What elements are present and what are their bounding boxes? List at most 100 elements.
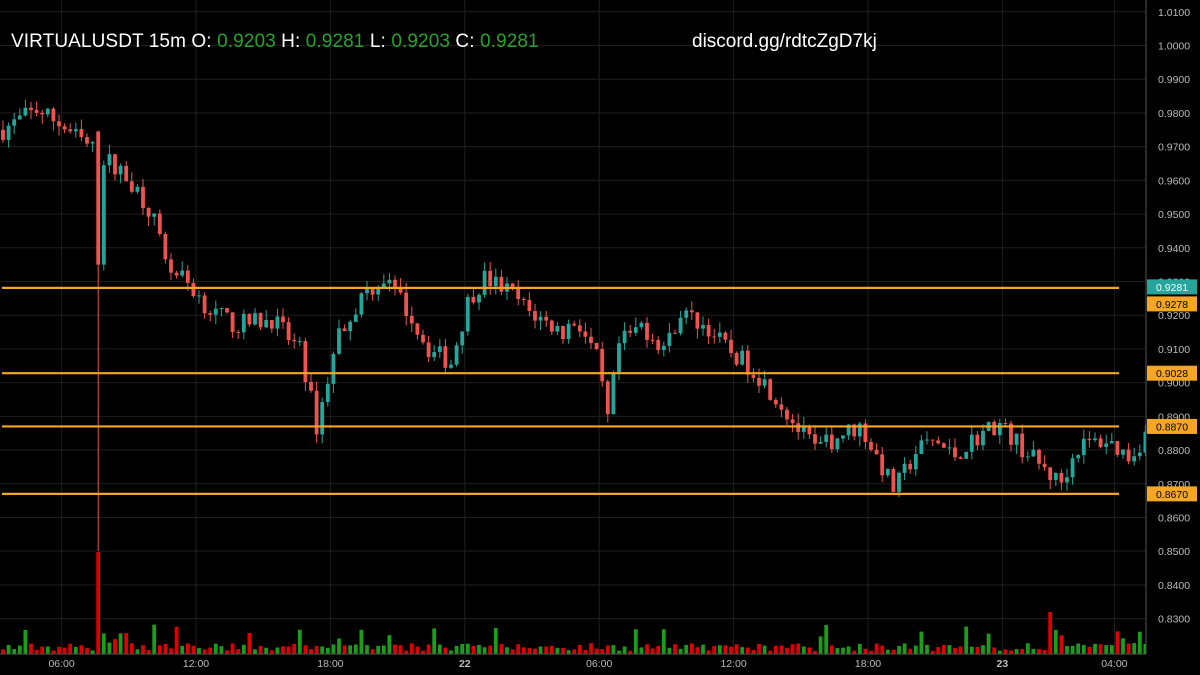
candle-body (790, 419, 795, 424)
volume-bar (964, 626, 969, 654)
candle-body (499, 276, 504, 292)
candle-body (1104, 443, 1109, 447)
candle-body (650, 339, 655, 341)
candle-body (897, 472, 901, 492)
candle-body (863, 423, 868, 443)
volume-bar (561, 647, 565, 654)
volume-bar (477, 644, 481, 654)
candle-body (152, 213, 157, 217)
volume-bar (1115, 631, 1120, 654)
volume-bar (1053, 630, 1058, 654)
volume-bar (902, 643, 907, 654)
volume-bar (432, 628, 437, 654)
volume-bar (751, 649, 756, 654)
candle-body (572, 323, 577, 326)
candle-body (880, 454, 885, 476)
candle-body (197, 295, 201, 297)
volume-bar (40, 646, 45, 654)
y-tick-label: 0.9700 (1158, 142, 1190, 154)
candle-body (1065, 477, 1069, 483)
candle-body (841, 435, 845, 439)
volume-bar (796, 643, 801, 654)
volume-bar (141, 645, 145, 654)
candle-body (1037, 449, 1041, 464)
volume-bar (673, 644, 677, 654)
volume-bar (247, 633, 252, 654)
candle-body (135, 186, 140, 192)
level-price-tag (1147, 486, 1197, 502)
candle-body (477, 294, 481, 303)
volume-bar (376, 645, 381, 654)
volume-bar (594, 648, 599, 654)
candle-body (118, 165, 123, 175)
volume-bar (712, 645, 717, 654)
volume-bar (471, 645, 476, 654)
candle-body (309, 381, 313, 391)
candle-body (981, 430, 985, 446)
candle-body (1059, 472, 1064, 483)
candle-body (997, 422, 1002, 436)
candle-body (639, 322, 644, 328)
x-tick-label: 23 (997, 658, 1009, 670)
candle-body (953, 447, 957, 458)
discord-link[interactable]: discord.gg/rdtcZgD7kj (692, 31, 877, 52)
volume-bar (633, 629, 638, 654)
volume-bar (493, 628, 498, 654)
volume-bar (398, 645, 403, 654)
candle-body (337, 328, 341, 354)
volume-bar (801, 646, 806, 654)
volume-bar (958, 646, 963, 654)
volume-bar (605, 645, 610, 654)
x-tick-label: 06:00 (586, 658, 612, 670)
candle-body (684, 310, 689, 318)
candle-body (768, 379, 773, 400)
volume-bar (549, 645, 554, 654)
y-tick-label: 0.9400 (1158, 243, 1190, 255)
volume-bar (1132, 643, 1137, 654)
candle-body (297, 341, 302, 343)
candle-body (202, 295, 207, 314)
high-label: H: (281, 31, 301, 52)
x-tick-label: 18:00 (855, 658, 881, 670)
volume-bar (320, 646, 325, 654)
volume-bar (566, 650, 571, 654)
candle-body (925, 439, 929, 441)
candle-body (617, 343, 621, 374)
volume-bar (880, 645, 885, 654)
candle-body (107, 154, 112, 166)
candle-body (561, 325, 565, 340)
candle-body (902, 463, 907, 473)
candle-body (331, 353, 336, 384)
volume-bar (443, 647, 448, 654)
volume-bar (745, 647, 750, 654)
volume-bar (773, 645, 778, 654)
candle-body (247, 313, 252, 325)
candle-body (141, 186, 145, 208)
volume-bar (415, 646, 420, 654)
candle-body (600, 349, 605, 382)
price-axis[interactable]: 1.0100 1.0000 0.9900 0.9800 0.9700 0.9600 0.95… (1158, 7, 1190, 626)
candle-body (779, 404, 784, 410)
volume-bar (460, 644, 465, 654)
candle-body (773, 399, 778, 405)
volume-bar (169, 648, 173, 654)
level-price-tag (1147, 418, 1197, 434)
volume-bar (1104, 645, 1109, 654)
candle-body (908, 463, 913, 470)
volume-bar (381, 645, 386, 654)
symbol-label: VIRTUALUSDT 15m (11, 31, 187, 52)
volume-bar (1070, 645, 1075, 654)
volume-bar (936, 647, 941, 654)
time-axis[interactable]: 06:00 12:00 18:00 22 06:00 12:00 18:00 23 04:00 (48, 658, 1127, 670)
candle-body (325, 383, 330, 403)
volume-bar (908, 648, 913, 654)
candle-body (1132, 456, 1137, 462)
volume-bar (779, 645, 784, 654)
candle-body (913, 453, 918, 470)
candle-body (818, 441, 823, 444)
volume-bar (1003, 649, 1008, 654)
candle-body (449, 364, 453, 368)
candle-body (398, 286, 403, 293)
volume-bar (544, 646, 549, 654)
